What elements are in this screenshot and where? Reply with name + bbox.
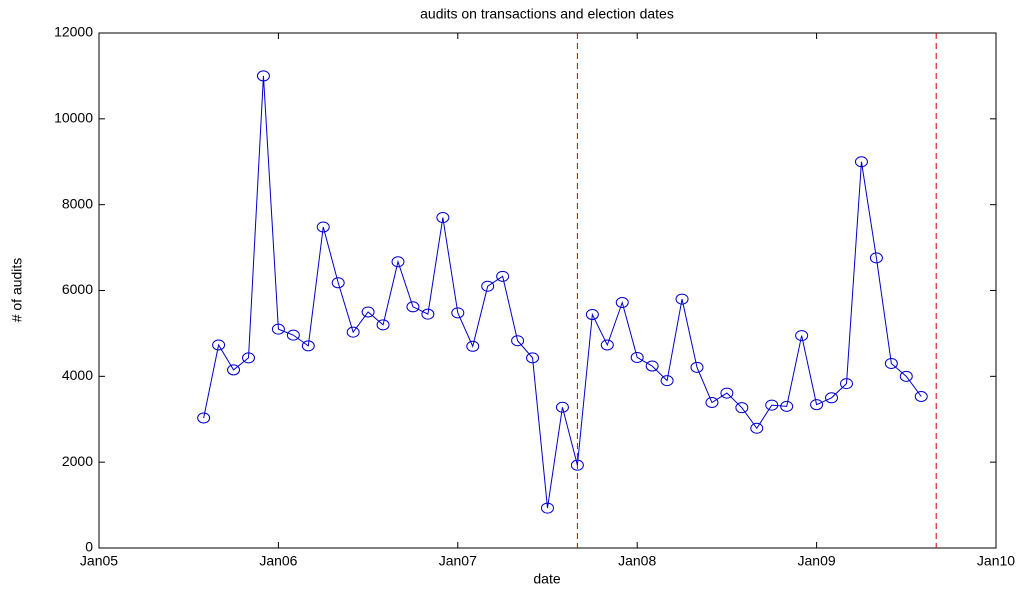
- data-marker: [660, 375, 674, 387]
- data-marker: [301, 340, 315, 352]
- y-tick-label: 10000: [54, 110, 93, 126]
- data-marker: [645, 360, 659, 372]
- data-marker: [795, 330, 809, 342]
- x-tick-label: Jan09: [798, 553, 836, 569]
- data-marker: [705, 397, 719, 409]
- y-tick-label: 12000: [54, 24, 93, 40]
- data-marker: [242, 352, 255, 364]
- data-marker: [810, 399, 824, 411]
- x-tick-label: Jan07: [439, 553, 477, 569]
- data-marker: [391, 256, 405, 268]
- data-marker: [570, 459, 584, 471]
- data-marker: [316, 221, 330, 233]
- y-tick-label: 2000: [62, 453, 93, 469]
- y-axis-label: # of audits: [9, 258, 25, 323]
- data-marker: [256, 70, 270, 82]
- data-marker: [555, 401, 569, 413]
- data-marker: [585, 309, 599, 321]
- data-marker: [854, 156, 868, 168]
- y-tick-label: 0: [85, 539, 93, 555]
- data-marker: [421, 308, 435, 320]
- data-marker: [526, 352, 540, 364]
- data-marker: [765, 399, 779, 411]
- data-marker: [346, 326, 360, 338]
- x-tick-label: Jan06: [259, 553, 297, 569]
- data-marker: [451, 307, 465, 319]
- data-marker: [600, 339, 614, 351]
- data-marker: [675, 293, 689, 305]
- data-marker: [376, 319, 390, 331]
- data-marker: [735, 402, 749, 414]
- data-marker: [481, 280, 495, 292]
- data-marker: [197, 412, 211, 424]
- data-marker: [825, 392, 839, 404]
- data-marker: [227, 364, 241, 376]
- chart-title: audits on transactions and election date…: [420, 6, 674, 22]
- data-marker: [720, 387, 734, 399]
- data-marker: [436, 212, 450, 224]
- data-line: [203, 75, 922, 509]
- x-tick-label: Jan05: [80, 553, 118, 569]
- y-tick-label: 4000: [62, 367, 93, 383]
- data-marker: [884, 357, 898, 369]
- data-marker: [914, 391, 928, 403]
- data-marker: [271, 323, 285, 335]
- y-tick-label: 8000: [62, 195, 93, 211]
- data-marker: [331, 277, 345, 289]
- data-marker: [541, 502, 554, 514]
- data-marker: [690, 361, 704, 373]
- x-axis-label: date: [533, 571, 560, 587]
- plot-frame: [98, 32, 997, 549]
- data-marker: [286, 329, 300, 341]
- data-marker: [466, 340, 480, 352]
- data-marker: [511, 335, 525, 347]
- y-tick-label: 6000: [62, 281, 93, 297]
- data-marker: [840, 378, 853, 390]
- data-marker: [780, 400, 794, 412]
- x-tick-label: Jan08: [618, 553, 656, 569]
- x-tick-label: Jan10: [977, 553, 1015, 569]
- data-marker: [361, 306, 375, 318]
- data-marker: [899, 370, 913, 382]
- data-marker: [496, 270, 510, 282]
- data-marker: [750, 422, 764, 434]
- data-marker: [406, 301, 420, 313]
- data-marker: [869, 252, 883, 264]
- data-marker: [630, 351, 644, 363]
- data-marker: [212, 339, 226, 351]
- data-marker: [615, 297, 629, 309]
